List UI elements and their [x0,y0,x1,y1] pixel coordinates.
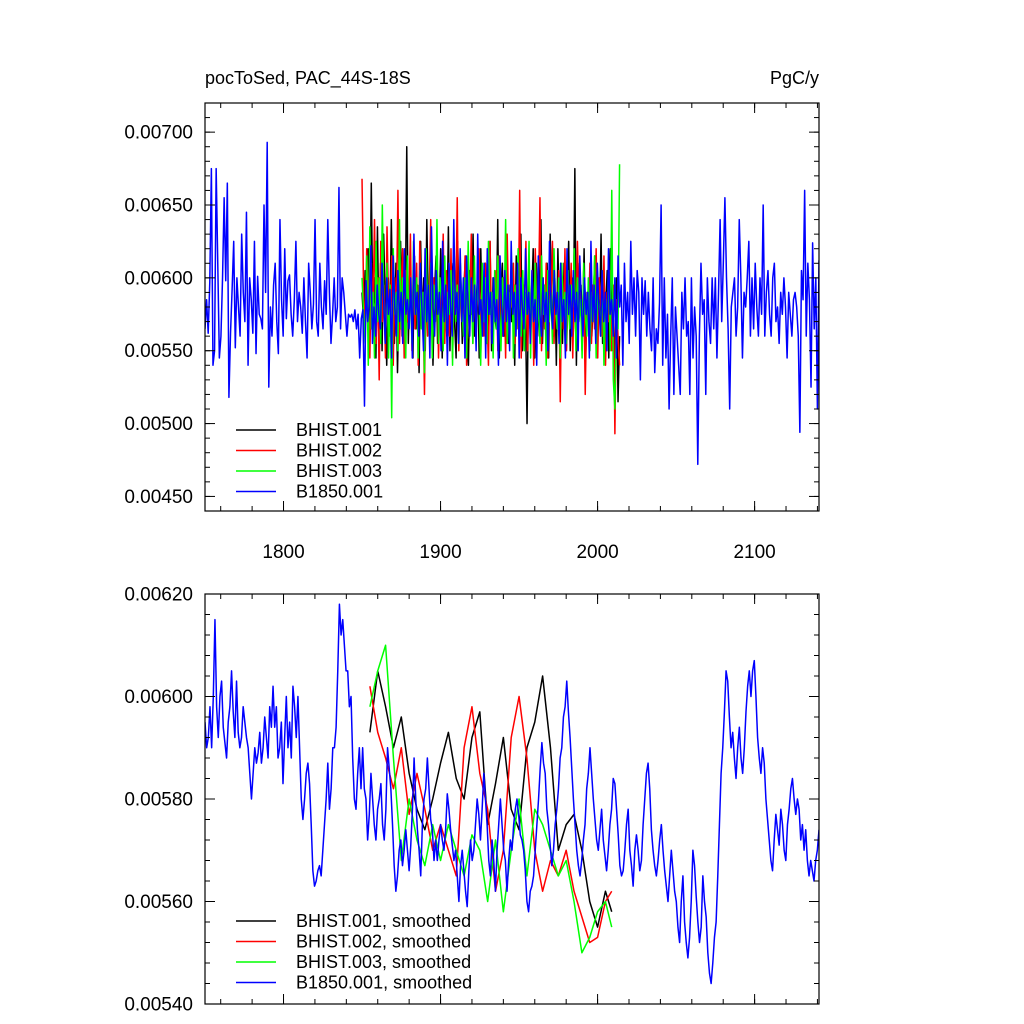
bottom-chart-series [205,603,819,985]
top-chart: 0.00450 0.00500 0.00550 0.00600 0.00650 0.007… [124,68,820,563]
top-chart-ytick-label: 0.00700 [124,123,193,144]
top-chart-ticks: 0.00450 0.00500 0.00550 0.00600 0.00650 0.007… [124,102,819,563]
bottom-chart-legend-label-3: BHIST.003, smoothed [296,952,471,972]
bottom-chart-series-line-4 [205,603,819,985]
top-chart-ytick-label: 0.00450 [124,487,193,508]
top-chart-xtick-label: 2100 [733,542,775,563]
bottom-chart: 0.00540 0.00560 0.00580 0.00600 0.00620 BHIS… [124,585,820,1016]
top-chart-xtick-label: 1900 [419,542,461,563]
top-chart-series [205,141,819,466]
bottom-chart-legend-label-2: BHIST.002, smoothed [296,932,471,952]
bottom-chart-ytick-label: 0.00560 [124,892,193,913]
bottom-chart-series-line-3 [369,644,613,954]
top-chart-xtick-label: 2000 [576,542,618,563]
bottom-chart-ytick-label: 0.00600 [124,687,193,708]
top-chart-xtick-label: 1800 [262,542,304,563]
bottom-chart-ytick-label: 0.00620 [124,585,193,606]
bottom-chart-series-line-1 [369,670,613,928]
bottom-chart-ticks: 0.00540 0.00560 0.00580 0.00600 0.00620 [124,585,819,1016]
bottom-chart-legend-label-4: B1850.001, smoothed [296,973,472,993]
top-chart-ytick-label: 0.00650 [124,196,193,217]
top-chart-legend-label-1: BHIST.001 [296,420,382,440]
top-chart-legend-label-2: BHIST.002 [296,441,382,461]
top-chart-ytick-label: 0.00550 [124,341,193,362]
top-chart-units: PgC/y [770,68,819,88]
top-chart-legend-label-4: B1850.001 [296,482,383,502]
bottom-chart-legend-label-1: BHIST.001, smoothed [296,911,471,931]
top-chart-legend-label-3: BHIST.003 [296,461,382,481]
top-chart-series-line-4 [205,141,819,466]
top-chart-title: pocToSed, PAC_44S-18S [205,68,411,89]
top-chart-ytick-label: 0.00600 [124,268,193,289]
bottom-chart-ytick-label: 0.00580 [124,790,193,811]
bottom-chart-ytick-label: 0.00540 [124,995,193,1016]
top-chart-ytick-label: 0.00500 [124,414,193,435]
